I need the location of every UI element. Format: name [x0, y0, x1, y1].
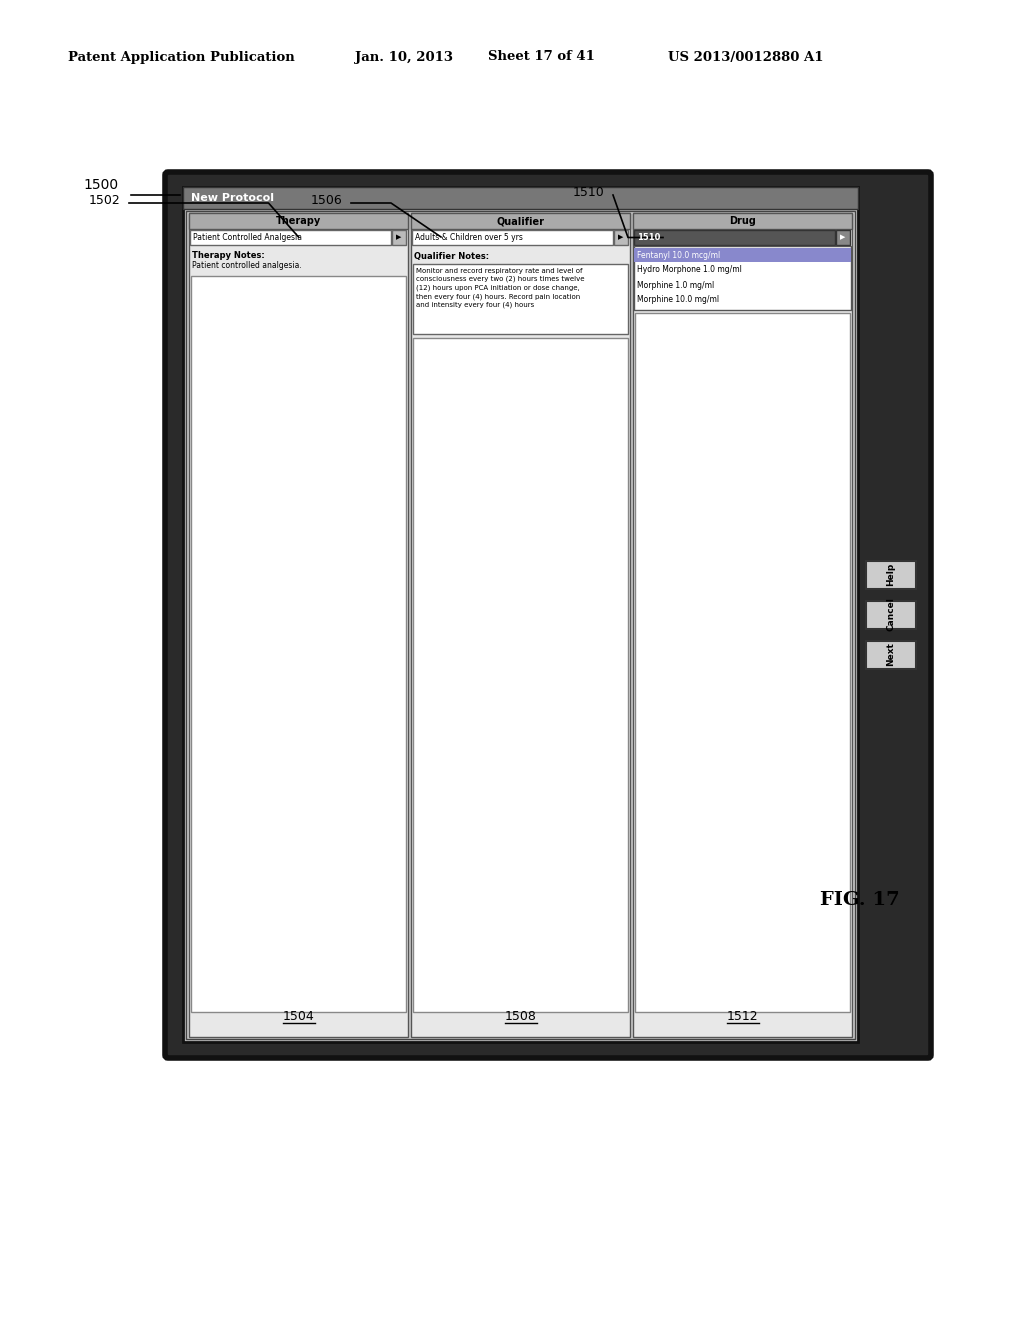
- Text: 1502: 1502: [89, 194, 121, 207]
- FancyBboxPatch shape: [165, 172, 931, 1059]
- Bar: [411, 213, 630, 1038]
- Text: Patent Application Publication: Patent Application Publication: [68, 50, 295, 63]
- Bar: [633, 213, 852, 1038]
- Text: FIG. 17: FIG. 17: [820, 891, 900, 909]
- Text: Patient Controlled Analgesia: Patient Controlled Analgesia: [193, 234, 302, 242]
- Bar: [190, 230, 391, 246]
- Bar: [392, 230, 406, 246]
- Text: Patient controlled analgesia.: Patient controlled analgesia.: [193, 261, 302, 271]
- Text: Jan. 10, 2013: Jan. 10, 2013: [355, 50, 453, 63]
- Text: 1510: 1510: [573, 186, 605, 199]
- Bar: [183, 187, 858, 209]
- Text: Morphine 1.0 mg/ml: Morphine 1.0 mg/ml: [637, 281, 715, 289]
- Text: Help: Help: [887, 562, 896, 586]
- Text: Adults & Children over 5 yrs: Adults & Children over 5 yrs: [415, 234, 523, 242]
- Text: ▶: ▶: [618, 235, 624, 240]
- Bar: [189, 213, 408, 1038]
- Text: Sheet 17 of 41: Sheet 17 of 41: [488, 50, 595, 63]
- Bar: [412, 230, 613, 246]
- Text: Drug: Drug: [729, 216, 756, 226]
- Text: Therapy Notes:: Therapy Notes:: [193, 252, 265, 260]
- Text: 1504: 1504: [283, 1011, 314, 1023]
- Text: ▶: ▶: [396, 235, 401, 240]
- Text: Next: Next: [887, 643, 896, 667]
- Bar: [634, 230, 835, 246]
- Bar: [614, 230, 628, 246]
- Bar: [866, 640, 916, 668]
- Text: Cancel: Cancel: [887, 598, 896, 631]
- Bar: [836, 230, 850, 246]
- Text: 1500: 1500: [83, 178, 118, 191]
- Text: 1506: 1506: [311, 194, 343, 207]
- Bar: [191, 276, 406, 1012]
- Bar: [411, 213, 630, 228]
- Text: 1508: 1508: [505, 1011, 537, 1023]
- Text: Qualifier Notes:: Qualifier Notes:: [414, 252, 489, 260]
- Text: Hydro Morphone 1.0 mg/ml: Hydro Morphone 1.0 mg/ml: [637, 265, 741, 275]
- Text: Monitor and record respiratory rate and level of
consciousness every two (2) hou: Monitor and record respiratory rate and …: [416, 268, 585, 308]
- Bar: [183, 187, 858, 1041]
- Text: New Protocol: New Protocol: [191, 193, 274, 203]
- Text: Qualifier: Qualifier: [497, 216, 545, 226]
- Bar: [866, 561, 916, 589]
- Bar: [189, 213, 408, 228]
- Text: ▶: ▶: [841, 235, 846, 240]
- Text: Therapy: Therapy: [275, 216, 322, 226]
- Text: Morphine 10.0 mg/ml: Morphine 10.0 mg/ml: [637, 296, 719, 305]
- Text: 1510: 1510: [637, 234, 660, 242]
- Bar: [634, 246, 851, 310]
- Bar: [634, 248, 851, 261]
- Bar: [635, 313, 850, 1012]
- Bar: [633, 213, 852, 228]
- Bar: [186, 211, 855, 1039]
- Text: 1512: 1512: [727, 1011, 759, 1023]
- Bar: [413, 264, 628, 334]
- Bar: [413, 338, 628, 1012]
- Text: Fentanyl 10.0 mcg/ml: Fentanyl 10.0 mcg/ml: [637, 251, 720, 260]
- Text: US 2013/0012880 A1: US 2013/0012880 A1: [668, 50, 823, 63]
- Bar: [866, 601, 916, 628]
